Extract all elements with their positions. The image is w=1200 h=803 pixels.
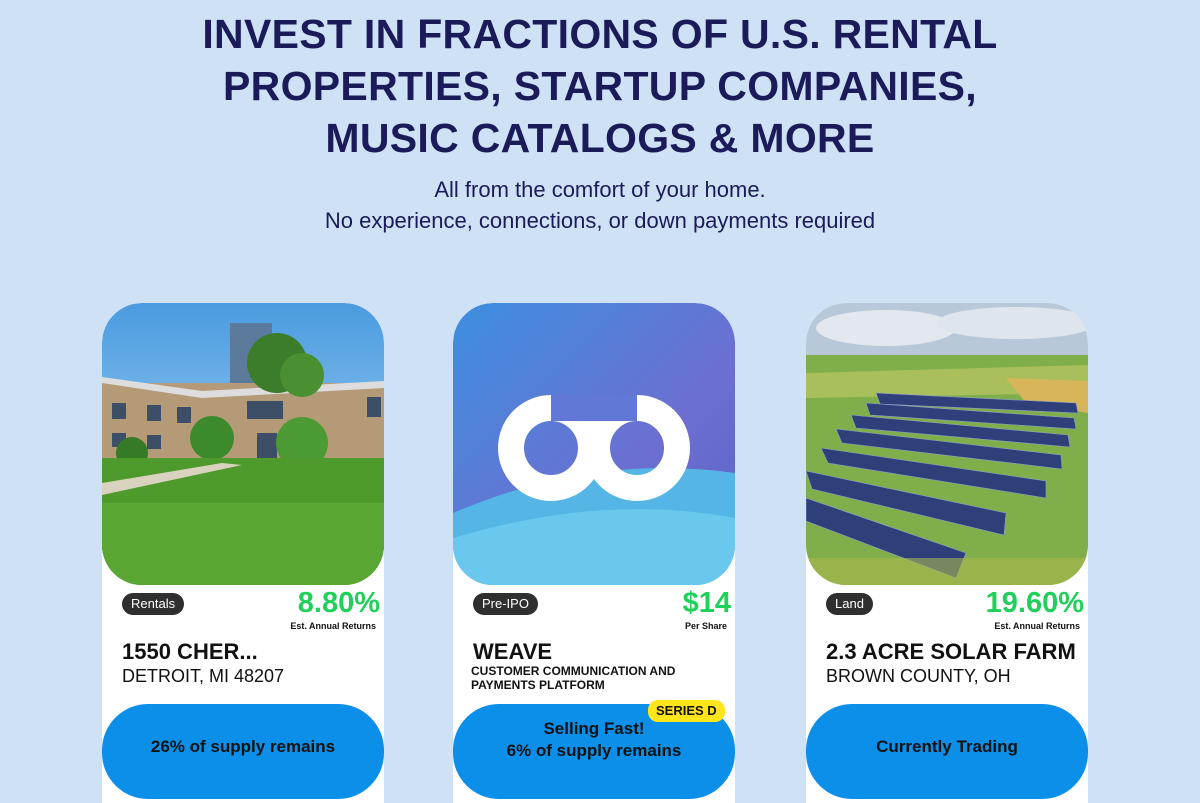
asset-name: 1550 CHER...: [122, 639, 258, 664]
category-tag: Rentals: [122, 593, 185, 615]
metric: $14: [682, 587, 731, 619]
property-card[interactable]: Land 19.60% Est. Annual Returns 2.3 ACRE…: [806, 303, 1088, 803]
description-line: PAYMENTS PLATFORM: [471, 678, 605, 692]
company-logo: [453, 303, 735, 585]
status-text: Currently Trading: [876, 737, 1018, 756]
headline-line: MUSIC CATALOGS & MORE: [325, 115, 875, 161]
property-card[interactable]: Pre-IPO $14 Per Share WEAVE CUSTOMER COM…: [453, 303, 735, 803]
headline-line: PROPERTIES, STARTUP COMPANIES,: [223, 63, 977, 109]
metric-label: Per Share: [684, 621, 727, 631]
headline: INVEST IN FRACTIONS OF U.S. RENTAL PROPE…: [0, 8, 1200, 164]
metric: 19.60%: [985, 587, 1084, 619]
series-badge: SERIES D: [648, 700, 725, 722]
category-tag: Pre-IPO: [473, 593, 538, 615]
status-text: 26% of supply remains: [150, 737, 336, 756]
headline-line: INVEST IN FRACTIONS OF U.S. RENTAL: [202, 11, 998, 57]
subtitle-line: All from the comfort of your home.: [434, 177, 766, 202]
logo: [453, 303, 735, 585]
location: BROWN COUNTY, OH: [826, 666, 1011, 686]
asset-name: WEAVE: [473, 639, 553, 664]
category-tag: Land: [826, 593, 873, 615]
subtitle: All from the comfort of your home. No ex…: [0, 174, 1200, 236]
status-button[interactable]: Currently Trading: [806, 704, 1088, 799]
asset-name: 2.3 ACRE SOLAR FARM: [826, 639, 1076, 664]
property-card[interactable]: Rentals 8.80% Est. Annual Returns 1550 C…: [102, 303, 384, 803]
page: {"header": {"title": ["INVEST IN FRACTIO…: [0, 8, 1200, 803]
metric: 8.80%: [297, 587, 380, 619]
photo: [806, 303, 1088, 585]
property-image: [806, 303, 1088, 585]
metric-label: Est. Annual Returns: [290, 621, 376, 631]
property-image: [102, 303, 384, 585]
description: CUSTOMER COMMUNICATION AND PAYMENTS PLAT…: [471, 664, 675, 692]
photo: [102, 303, 384, 585]
subtitle-line: No experience, connections, or down paym…: [324, 208, 876, 233]
location: DETROIT, MI 48207: [122, 666, 285, 686]
metric-label: Est. Annual Returns: [994, 621, 1080, 631]
status-text: Selling Fast!: [543, 719, 645, 738]
status-button[interactable]: 26% of supply remains: [102, 704, 384, 799]
description-line: CUSTOMER COMMUNICATION AND: [471, 664, 676, 678]
status-text: 6% of supply remains: [506, 741, 682, 760]
